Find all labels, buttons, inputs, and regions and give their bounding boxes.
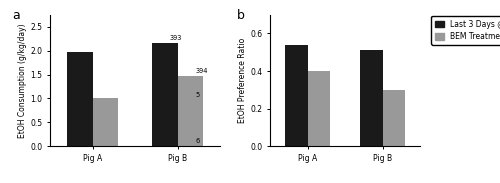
Text: a: a (12, 9, 20, 22)
Legend: Last 3 Days @ 10%, BEM Treatment: Last 3 Days @ 10%, BEM Treatment (432, 16, 500, 44)
Text: b: b (237, 9, 245, 22)
Bar (285, 45, 308, 146)
Text: 394: 394 (196, 68, 208, 74)
Y-axis label: EtOH Consumption (g/kg/day): EtOH Consumption (g/kg/day) (18, 23, 28, 138)
Bar (92, 98, 118, 146)
Bar (382, 90, 405, 146)
Bar (152, 43, 178, 146)
Y-axis label: EtOH Preference Ratio: EtOH Preference Ratio (238, 38, 248, 123)
Bar (67, 52, 92, 146)
Text: 5: 5 (196, 92, 200, 98)
Text: 6: 6 (196, 138, 200, 144)
Bar (360, 50, 382, 146)
Bar (178, 76, 203, 146)
Text: 393: 393 (170, 36, 182, 42)
Bar (308, 71, 330, 146)
